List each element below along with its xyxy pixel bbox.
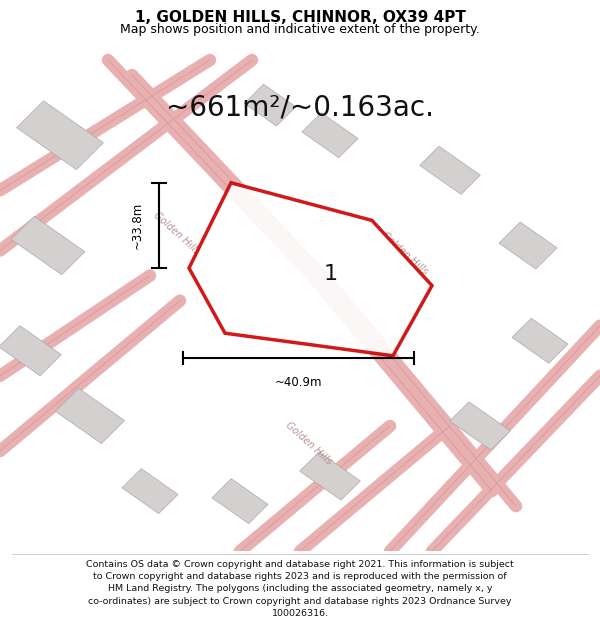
Text: 1: 1 xyxy=(324,264,338,284)
Text: co-ordinates) are subject to Crown copyright and database rights 2023 Ordnance S: co-ordinates) are subject to Crown copyr… xyxy=(88,597,512,606)
Text: Contains OS data © Crown copyright and database right 2021. This information is : Contains OS data © Crown copyright and d… xyxy=(86,560,514,569)
Polygon shape xyxy=(499,222,557,269)
Polygon shape xyxy=(299,452,361,500)
Polygon shape xyxy=(55,388,125,444)
Polygon shape xyxy=(302,112,358,158)
Text: Golden Hills: Golden Hills xyxy=(152,209,202,256)
Polygon shape xyxy=(0,326,61,376)
Text: ~40.9m: ~40.9m xyxy=(275,376,322,389)
Text: 100026316.: 100026316. xyxy=(271,609,329,618)
Polygon shape xyxy=(512,318,568,363)
Text: to Crown copyright and database rights 2023 and is reproduced with the permissio: to Crown copyright and database rights 2… xyxy=(93,572,507,581)
Polygon shape xyxy=(189,183,432,356)
Polygon shape xyxy=(419,146,481,194)
Text: ~33.8m: ~33.8m xyxy=(131,202,144,249)
Text: 1, GOLDEN HILLS, CHINNOR, OX39 4PT: 1, GOLDEN HILLS, CHINNOR, OX39 4PT xyxy=(134,10,466,25)
Polygon shape xyxy=(449,402,511,450)
Text: Map shows position and indicative extent of the property.: Map shows position and indicative extent… xyxy=(120,23,480,36)
Polygon shape xyxy=(11,216,85,275)
Text: ~661m²/~0.163ac.: ~661m²/~0.163ac. xyxy=(166,94,434,122)
Polygon shape xyxy=(244,84,296,126)
Polygon shape xyxy=(17,101,103,169)
Polygon shape xyxy=(212,479,268,524)
Text: HM Land Registry. The polygons (including the associated geometry, namely x, y: HM Land Registry. The polygons (includin… xyxy=(108,584,492,594)
Text: Golden Hills: Golden Hills xyxy=(284,420,334,467)
Polygon shape xyxy=(122,469,178,514)
Text: Golden Hills: Golden Hills xyxy=(380,230,430,276)
